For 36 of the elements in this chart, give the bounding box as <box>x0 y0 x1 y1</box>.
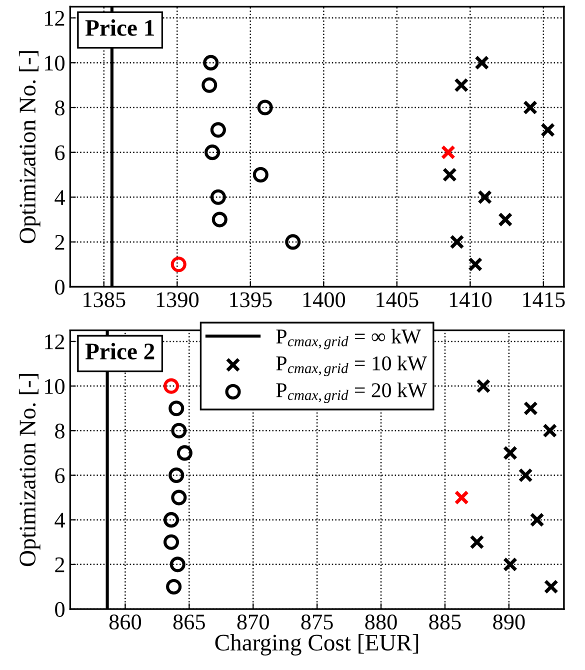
y-tick-label: 0 <box>55 602 64 617</box>
legend-label: P$_{cmax,grid}$ = 20 kW <box>276 382 428 404</box>
y-tick-label: 12 <box>45 334 64 350</box>
x-tick-label: 1390 <box>156 292 199 308</box>
y-tick-label: 2 <box>55 557 64 572</box>
x-tick-label: 885 <box>429 614 461 630</box>
y-tick-label: 8 <box>55 100 64 116</box>
x-tick-label: 1395 <box>230 292 272 308</box>
y-tick-label: 10 <box>45 56 64 71</box>
x-tick-label: 860 <box>109 614 142 630</box>
y-tick-label: 6 <box>55 468 65 484</box>
legend-label: P$_{cmax,grid}$ = 10 kW <box>276 356 428 376</box>
x-tick-label: 865 <box>173 614 205 630</box>
x-tick-label: 1385 <box>84 292 126 308</box>
x-axis-title: Charging Cost [EUR] <box>215 634 418 656</box>
x-tick-label: 870 <box>237 614 269 630</box>
y-tick-label: 0 <box>55 280 64 295</box>
y-tick-label: 12 <box>45 10 64 26</box>
x-tick-label: 1400 <box>303 292 346 308</box>
x-tick-label: 1415 <box>523 292 565 308</box>
x-tick-label: 1405 <box>376 292 418 308</box>
y-axis-title: Optimization No. [-] <box>18 374 40 566</box>
x-tick-label: 880 <box>365 614 397 630</box>
y-tick-label: 4 <box>54 190 65 205</box>
x-tick-label: 875 <box>301 614 333 630</box>
legend-label: P$_{cmax,grid}$ = ∞ kW <box>276 328 422 350</box>
x-tick-label: 1410 <box>450 292 492 308</box>
annotation: Price 1 <box>85 19 154 36</box>
y-tick-label: 4 <box>54 512 65 528</box>
x-tick-label: 890 <box>493 614 525 630</box>
y-tick-label: 10 <box>45 378 64 394</box>
y-tick-label: 8 <box>55 424 64 439</box>
y-tick-label: 2 <box>55 234 64 250</box>
y-axis-title: Optimization No. [-] <box>18 51 40 244</box>
y-tick-label: 6 <box>55 145 65 160</box>
annotation: Price 2 <box>85 342 154 360</box>
